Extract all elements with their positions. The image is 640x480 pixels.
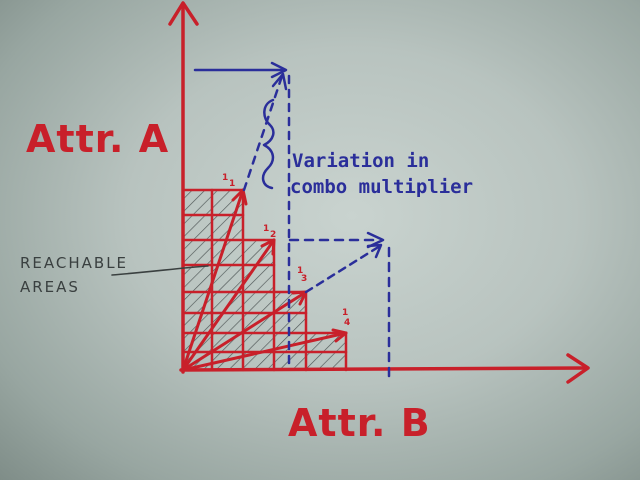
middle-dashed-diagonal [304,244,382,294]
variation-label-line2: combo multiplier [290,176,473,198]
x-axis-arrowhead [566,353,590,384]
fraction-4-den: 4 [344,318,350,328]
fraction-4-num: 1 [342,308,348,318]
vector-arrow-2 [181,238,276,372]
fraction-labels: 1 1 1 2 1 3 1 4 [222,173,350,328]
axes [168,1,590,384]
vector-arrow-4 [181,331,348,372]
x-axis-line [179,366,588,372]
reachable-area-hatching [183,190,346,370]
fraction-3-num: 1 [297,266,303,276]
fraction-1-num: 1 [222,173,228,183]
vector-arrow-3 [181,290,308,372]
red-vector-arrows [181,188,348,372]
reachable-pointer-line [111,265,209,276]
vector-arrow-1 [181,188,245,372]
x-axis-label: Attr. B [288,401,431,445]
y-axis-arrowhead [168,1,199,26]
fraction-3-den: 3 [301,274,307,284]
fraction-2-den: 2 [270,230,276,240]
reachable-label-line1: REACHABLE [20,254,128,272]
top-dashed-diagonal [242,74,284,192]
variation-label-line1: Variation in [292,150,429,172]
fraction-1-den: 1 [229,179,235,189]
fraction-2-num: 1 [263,224,269,234]
blue-annotations [193,61,391,384]
variation-brace [261,98,275,190]
y-axis-label: Attr. A [26,117,169,161]
reachable-label-line2: AREAS [20,278,80,296]
